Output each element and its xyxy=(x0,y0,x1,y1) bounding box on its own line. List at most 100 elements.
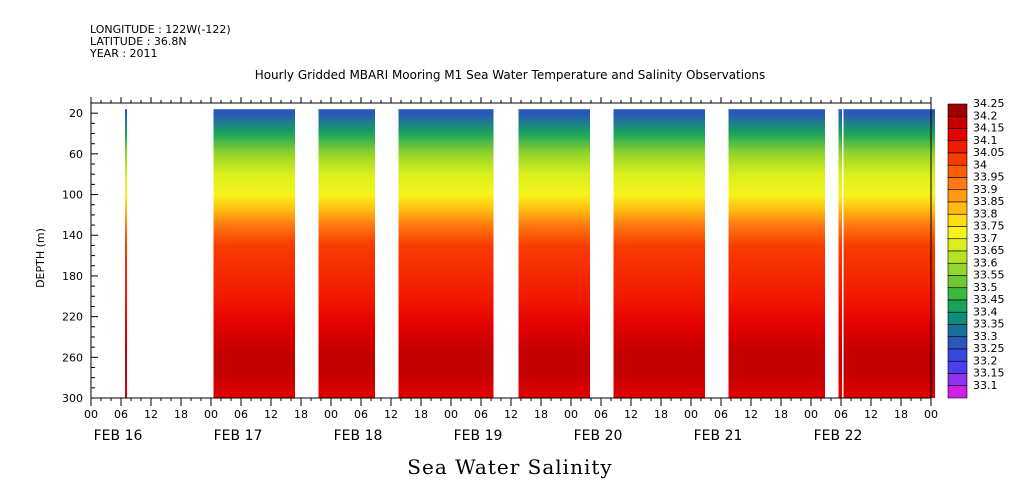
data-segment xyxy=(843,109,935,398)
y-axis-title: DEPTH (m) xyxy=(34,228,47,288)
colorbar-swatch xyxy=(947,201,968,215)
y-tick-label: 20 xyxy=(69,107,83,120)
x-tick-label: 06 xyxy=(114,408,128,421)
year-label: YEAR : 2011 xyxy=(90,47,158,60)
colorbar-label: 33.1 xyxy=(973,379,998,392)
x-tick-label: 18 xyxy=(414,408,428,421)
colorbar-label: 34.25 xyxy=(973,97,1005,110)
data-segment xyxy=(318,109,375,398)
x-tick-label: 18 xyxy=(294,408,308,421)
colorbar-swatch xyxy=(947,115,968,129)
colorbar-label: 33.95 xyxy=(973,171,1005,184)
x-tick-label: 18 xyxy=(774,408,788,421)
x-tick-label: 12 xyxy=(744,408,758,421)
colorbar-swatch xyxy=(947,238,968,252)
colorbar-swatch xyxy=(947,140,968,154)
colorbar-label: 33.5 xyxy=(973,281,998,294)
colorbar-swatch xyxy=(947,103,968,117)
x-tick-label: 18 xyxy=(174,408,188,421)
x-axis-title: Sea Water Salinity xyxy=(407,455,613,479)
data-segment xyxy=(398,109,494,398)
day-label: FEB 22 xyxy=(814,428,863,444)
day-label: FEB 16 xyxy=(94,428,143,444)
day-label: FEB 17 xyxy=(214,428,263,444)
x-tick-label: 12 xyxy=(624,408,638,421)
latitude-label: LATITUDE : 36.8N xyxy=(90,35,187,48)
x-tick-label: 12 xyxy=(144,408,158,421)
colorbar-swatch xyxy=(947,250,968,264)
colorbar-label: 34.1 xyxy=(973,134,998,147)
data-segment xyxy=(125,109,127,398)
colorbar-label: 34.15 xyxy=(973,122,1005,135)
x-tick-label: 12 xyxy=(384,408,398,421)
colorbar-label: 33.35 xyxy=(973,318,1005,331)
x-tick-label: 18 xyxy=(654,408,668,421)
colorbar-swatch xyxy=(947,348,968,362)
colorbar-label: 33.2 xyxy=(973,354,998,367)
data-segment xyxy=(613,109,705,398)
colorbar-label: 33.55 xyxy=(973,269,1005,282)
x-tick-label: 00 xyxy=(444,408,458,421)
colorbar-label: 34 xyxy=(973,158,987,171)
colorbar-swatch xyxy=(947,311,968,325)
colorbar-label: 33.3 xyxy=(973,330,998,343)
x-tick-label: 12 xyxy=(504,408,518,421)
data-segment xyxy=(518,109,590,398)
colorbar-swatch xyxy=(947,262,968,276)
x-tick-label: 00 xyxy=(804,408,818,421)
longitude-label: LONGITUDE : 122W(-122) xyxy=(90,23,231,36)
colorbar-label: 33.65 xyxy=(973,244,1005,257)
colorbar-swatch xyxy=(947,177,968,191)
day-label: FEB 20 xyxy=(574,428,623,444)
data-segment xyxy=(213,109,295,398)
colorbar-label: 33.8 xyxy=(973,207,998,220)
y-tick-label: 300 xyxy=(62,392,83,405)
colorbar-swatch xyxy=(947,152,968,166)
x-tick-label: 00 xyxy=(924,408,938,421)
y-tick-label: 140 xyxy=(62,229,83,242)
colorbar-label: 33.75 xyxy=(973,220,1005,233)
x-tick-label: 06 xyxy=(594,408,608,421)
colorbar-swatch xyxy=(947,324,968,338)
x-tick-label: 06 xyxy=(834,408,848,421)
plot-area xyxy=(125,109,935,398)
colorbar-label: 33.85 xyxy=(973,195,1005,208)
colorbar: 34.2534.234.1534.134.053433.9533.933.853… xyxy=(947,97,1005,399)
x-tick-label: 06 xyxy=(354,408,368,421)
y-tick-label: 220 xyxy=(62,311,83,324)
x-tick-label: 00 xyxy=(324,408,338,421)
data-segment xyxy=(838,109,842,398)
day-label: FEB 19 xyxy=(454,428,503,444)
colorbar-swatch xyxy=(947,336,968,350)
day-label: FEB 21 xyxy=(694,428,743,444)
colorbar-swatch xyxy=(947,226,968,240)
x-tick-label: 00 xyxy=(564,408,578,421)
colorbar-swatch xyxy=(947,373,968,387)
colorbar-swatch xyxy=(947,213,968,227)
colorbar-label: 33.25 xyxy=(973,342,1005,355)
y-tick-label: 260 xyxy=(62,351,83,364)
x-tick-label: 12 xyxy=(864,408,878,421)
colorbar-swatch xyxy=(947,275,968,289)
colorbar-swatch xyxy=(947,287,968,301)
colorbar-label: 33.6 xyxy=(973,256,998,269)
x-tick-label: 06 xyxy=(234,408,248,421)
colorbar-label: 34.05 xyxy=(973,146,1005,159)
y-tick-label: 100 xyxy=(62,189,83,202)
x-tick-label: 18 xyxy=(894,408,908,421)
y-tick-label: 60 xyxy=(69,148,83,161)
x-tick-label: 06 xyxy=(714,408,728,421)
y-tick-label: 180 xyxy=(62,270,83,283)
colorbar-swatch xyxy=(947,189,968,203)
colorbar-label: 33.4 xyxy=(973,305,998,318)
colorbar-swatch xyxy=(947,360,968,374)
x-tick-label: 18 xyxy=(534,408,548,421)
colorbar-swatch xyxy=(947,164,968,178)
x-tick-label: 00 xyxy=(684,408,698,421)
colorbar-label: 33.7 xyxy=(973,232,998,245)
x-tick-label: 00 xyxy=(84,408,98,421)
colorbar-swatch xyxy=(947,385,968,399)
x-tick-label: 12 xyxy=(264,408,278,421)
colorbar-swatch xyxy=(947,299,968,313)
